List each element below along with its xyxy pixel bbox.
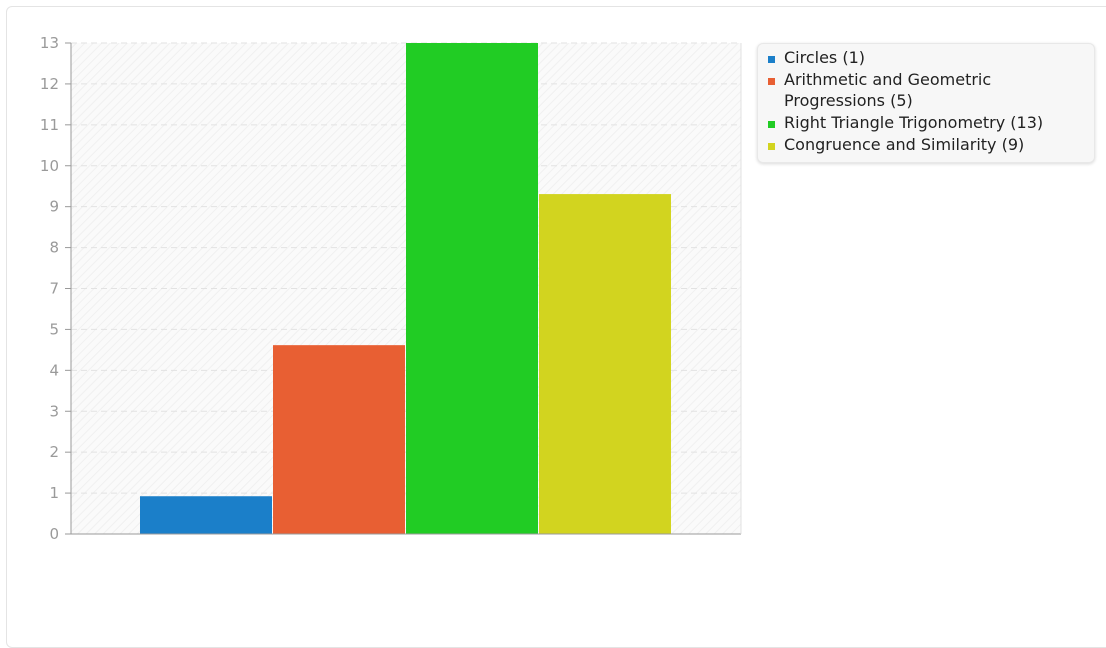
bar-3[interactable] (539, 194, 671, 535)
y-tick-label: 8 (49, 239, 59, 257)
legend-label: Arithmetic and Geometric Progressions (5… (784, 70, 992, 110)
legend-swatch (768, 78, 775, 85)
legend-label: Circles (1) (784, 48, 866, 67)
y-tick-label: 1 (49, 484, 59, 502)
bar-2[interactable] (406, 43, 538, 534)
y-tick-label: 10 (40, 157, 59, 175)
y-tick-label: 5 (49, 320, 59, 338)
legend-label: Right Triangle Trigonometry (13) (784, 113, 1044, 132)
bar-1[interactable] (273, 345, 405, 534)
legend-item-circles[interactable]: Circles (1) (768, 47, 1084, 68)
legend-swatch (768, 56, 775, 63)
axes (65, 42, 742, 535)
bars (140, 43, 671, 535)
y-tick-label: 2 (49, 443, 59, 461)
y-tick-label: 9 (49, 198, 59, 216)
y-tick-label: 13 (40, 34, 59, 52)
legend-swatch (768, 121, 775, 128)
y-tick-label: 11 (40, 116, 59, 134)
y-tick-label: 4 (49, 361, 59, 379)
legend-label: Congruence and Similarity (9) (784, 135, 1025, 154)
y-tick-label: 0 (49, 525, 59, 543)
y-tick-label: 12 (40, 75, 59, 93)
legend-item-trigonometry[interactable]: Right Triangle Trigonometry (13) (768, 112, 1084, 133)
legend: Circles (1) Arithmetic and Geometric Pro… (757, 43, 1095, 163)
y-tick-label: 3 (49, 402, 59, 420)
legend-item-progressions[interactable]: Arithmetic and Geometric Progressions (5… (768, 69, 1084, 111)
legend-swatch (768, 143, 775, 150)
y-tick-label: 7 (49, 280, 59, 298)
legend-item-congruence[interactable]: Congruence and Similarity (9) (768, 134, 1084, 155)
bar-0[interactable] (140, 496, 272, 534)
